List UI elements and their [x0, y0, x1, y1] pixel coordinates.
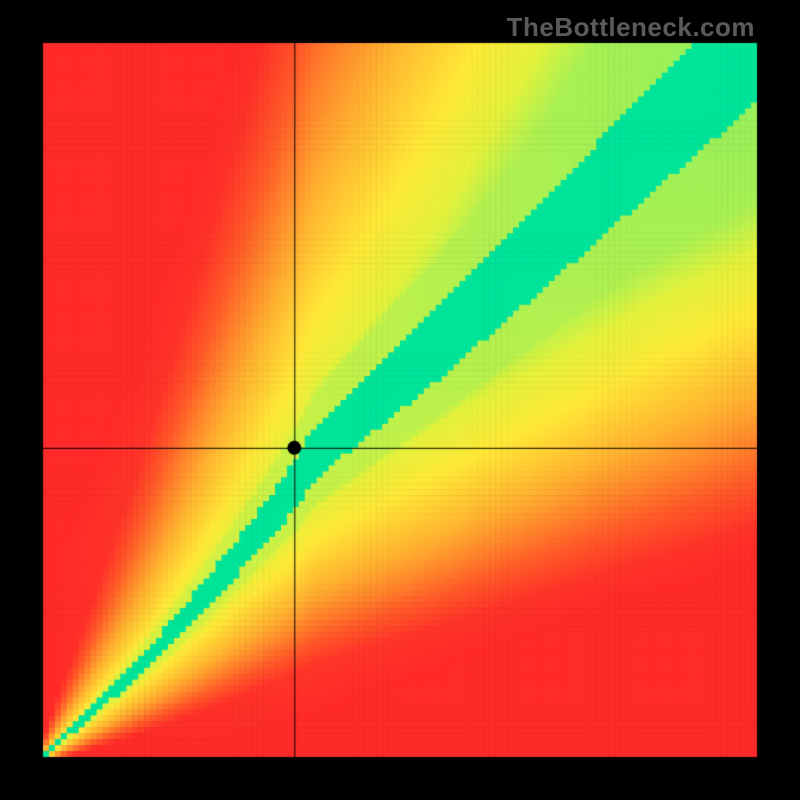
watermark-label: TheBottleneck.com [507, 12, 755, 43]
heatmap-canvas [0, 0, 800, 800]
bottleneck-chart: TheBottleneck.com [0, 0, 800, 800]
